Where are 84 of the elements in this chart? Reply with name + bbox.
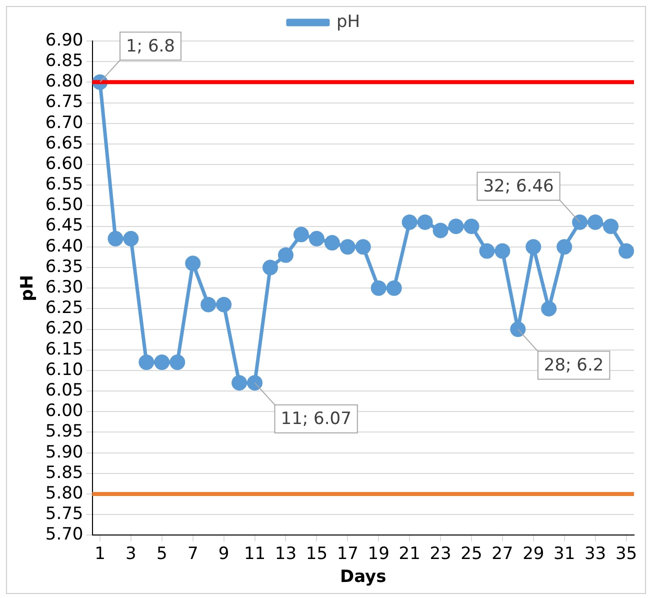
y-tick-label: 6.00: [45, 401, 84, 422]
y-tick-label: 6.75: [45, 92, 84, 112]
y-tick-label: 6.10: [45, 360, 84, 380]
point: [123, 230, 139, 246]
point: [293, 226, 309, 242]
annotation: 11; 6.07: [280, 409, 352, 430]
y-tick-label: 6.65: [45, 133, 84, 154]
y-tick-label: 6.50: [45, 195, 84, 216]
y-tick-label: 6.15: [45, 339, 84, 360]
x-axis-title: Days: [340, 567, 386, 588]
point: [108, 230, 124, 246]
y-tick-label: 6.30: [45, 278, 84, 298]
point: [526, 239, 542, 255]
x-tick-label: 19: [368, 544, 390, 564]
y-tick-label: 6.05: [45, 380, 84, 400]
point: [448, 218, 464, 234]
x-tick-label: 21: [398, 544, 420, 564]
x-tick-label: 3: [126, 544, 136, 564]
point: [618, 243, 634, 259]
point: [185, 256, 201, 272]
annotation: 1; 6.8: [126, 36, 175, 57]
x-tick-label: 29: [522, 544, 544, 564]
point: [479, 243, 495, 259]
point: [216, 296, 232, 312]
point: [402, 214, 418, 230]
y-tick-label: 6.60: [45, 154, 84, 174]
x-tick-label: 11: [244, 544, 266, 564]
y-tick-label: 5.70: [45, 524, 84, 545]
point: [170, 354, 186, 370]
point: [464, 218, 480, 234]
y-tick-label: 6.25: [45, 298, 84, 318]
y-tick-label: 6.40: [45, 236, 84, 256]
point: [417, 214, 433, 230]
y-tick-label: 5.90: [45, 442, 84, 462]
point: [308, 230, 324, 246]
y-tick-label: 5.80: [45, 483, 84, 504]
point: [588, 214, 604, 230]
y-tick-label: 5.75: [45, 504, 84, 524]
annotation: 32; 6.46: [483, 176, 554, 197]
y-tick-label: 6.90: [45, 30, 84, 50]
point: [572, 214, 588, 230]
x-tick-label: 33: [584, 544, 606, 564]
x-tick-label: 35: [615, 544, 638, 564]
point: [355, 239, 371, 255]
point: [324, 235, 340, 251]
x-tick-label: 15: [306, 544, 328, 564]
y-tick-label: 6.45: [45, 216, 84, 236]
y-tick-label: 6.20: [45, 318, 84, 339]
x-tick-label: 25: [460, 544, 482, 564]
point: [370, 280, 386, 296]
x-tick-label: 13: [274, 544, 297, 564]
point: [278, 247, 294, 263]
x-tick-label: 31: [554, 544, 576, 564]
annotation: 28; 6.2: [544, 356, 604, 376]
y-tick-label: 6.55: [45, 174, 84, 195]
point: [386, 280, 402, 296]
y-axis-title: pH: [18, 274, 38, 302]
point: [247, 375, 263, 391]
x-tick-label: 27: [492, 544, 514, 564]
point: [138, 354, 154, 370]
x-tick-label: 17: [336, 544, 358, 564]
y-tick-label: 6.80: [45, 72, 84, 92]
point: [556, 239, 572, 255]
x-tick-label: 9: [218, 544, 230, 564]
y-tick-label: 6.35: [45, 256, 84, 277]
x-tick-label: 23: [430, 544, 452, 564]
y-tick-label: 6.85: [45, 51, 84, 72]
point: [340, 239, 356, 255]
y-tick-label: 6.70: [45, 112, 84, 133]
point: [200, 296, 216, 312]
y-tick-label: 5.95: [45, 422, 84, 442]
point: [603, 218, 619, 234]
legend-label: pH: [336, 12, 360, 32]
point: [154, 354, 170, 370]
x-tick-label: 5: [156, 544, 168, 564]
y-tick-label: 5.85: [45, 462, 84, 483]
point: [432, 222, 448, 238]
x-tick-label: 7: [187, 544, 198, 564]
point: [232, 375, 248, 391]
point: [262, 260, 278, 276]
point: [510, 322, 526, 338]
x-tick-label: 1: [94, 544, 106, 564]
point: [494, 243, 510, 259]
point: [541, 300, 557, 316]
